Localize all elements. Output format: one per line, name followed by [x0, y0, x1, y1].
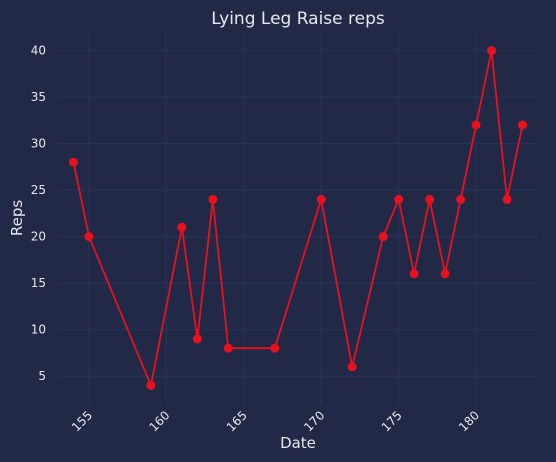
chart-title: Lying Leg Raise reps: [211, 9, 385, 29]
data-point: [192, 334, 202, 344]
grid: [58, 32, 538, 404]
data-point: [425, 194, 435, 204]
data-point: [223, 343, 233, 353]
data-point: [208, 194, 218, 204]
series-line: [72, 49, 524, 387]
data-point: [177, 222, 187, 232]
data-point: [502, 194, 512, 204]
data-point: [471, 120, 481, 130]
y-tick-label: 35: [31, 90, 46, 104]
x-axis-label: Date: [280, 434, 316, 452]
y-axis-label: Reps: [8, 200, 26, 236]
data-point: [347, 362, 357, 372]
y-tick-label: 20: [31, 230, 46, 244]
y-tick-label: 25: [31, 183, 46, 197]
data-point: [316, 194, 326, 204]
data-point: [440, 269, 450, 279]
data-point: [456, 194, 466, 204]
data-point: [84, 232, 94, 242]
data-point: [270, 343, 280, 353]
data-point: [378, 232, 388, 242]
y-tick-label: 5: [38, 369, 46, 383]
data-point: [409, 269, 419, 279]
data-point: [518, 120, 528, 130]
y-tick-label: 10: [31, 323, 46, 337]
series-layer: [68, 46, 528, 390]
data-point: [68, 157, 78, 167]
y-tick-label: 30: [31, 137, 46, 151]
y-tick-label: 40: [31, 44, 46, 58]
data-point: [394, 194, 404, 204]
y-tick-label: 15: [31, 276, 46, 290]
data-point: [487, 46, 497, 56]
data-point: [146, 380, 156, 390]
